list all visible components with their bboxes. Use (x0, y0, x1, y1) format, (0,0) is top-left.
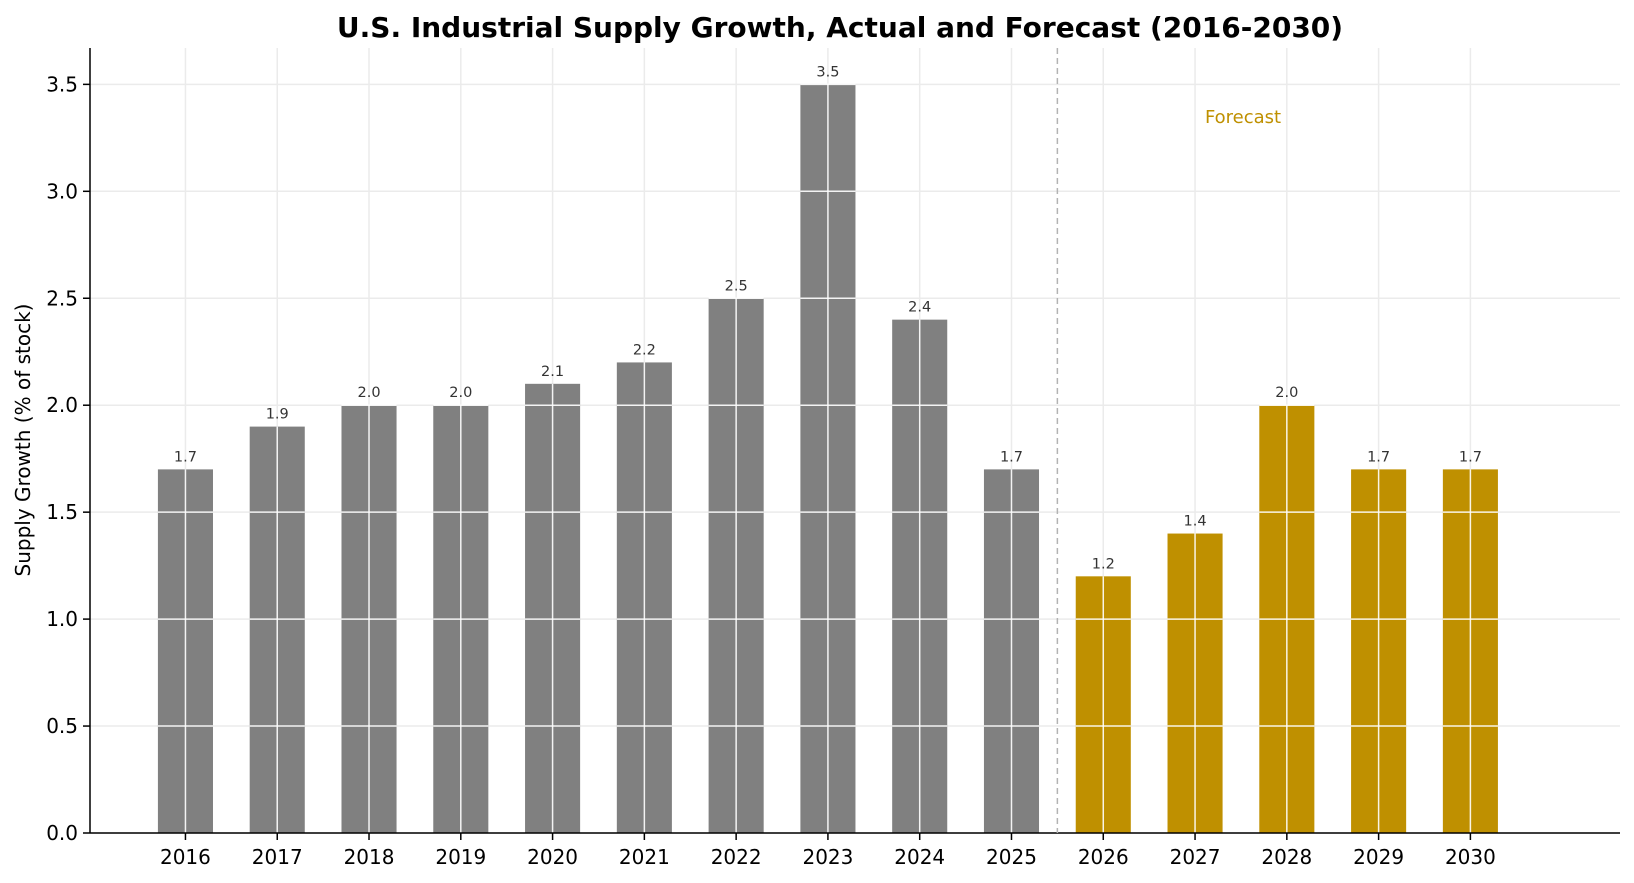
bar-value-label: 2.0 (449, 385, 472, 401)
x-tick-label: 2018 (344, 845, 395, 869)
tick-labels: 0.0 0.5 1.0 1.5 2.0 2.5 3.0 3.5 2016 2017 2018 2019… (46, 72, 1496, 869)
x-tick-label: 2027 (1170, 845, 1221, 869)
axes (89, 48, 1620, 834)
bar-value-label: 2.5 (725, 278, 748, 294)
x-tick-label: 2022 (711, 845, 762, 869)
bar-value-label: 2.4 (908, 300, 931, 316)
y-tick-label: 1.0 (46, 607, 78, 631)
chart-title: U.S. Industrial Supply Growth, Actual an… (337, 11, 1343, 44)
bar-value-label: 3.5 (816, 64, 839, 80)
bar-value-label: 2.0 (357, 385, 380, 401)
bar-value-label: 1.2 (1092, 556, 1115, 572)
y-tick-label: 0.5 (46, 714, 78, 738)
x-tick-label: 2023 (802, 845, 853, 869)
bar-value-label: 1.4 (1184, 514, 1207, 530)
y-tick-label: 3.5 (46, 72, 78, 96)
forecast-annotation: Forecast (1205, 107, 1281, 128)
bar-overlay-gridlines (157, 83, 1498, 833)
x-tick-label: 2017 (252, 845, 303, 869)
bar-value-label: 1.9 (266, 407, 289, 423)
bar-value-label: 2.1 (541, 364, 564, 380)
bar-value-label: 1.7 (174, 449, 197, 465)
bar-value-label: 2.2 (633, 342, 656, 358)
bar-value-label: 1.7 (1367, 449, 1390, 465)
x-tick-label: 2020 (527, 845, 578, 869)
x-tick-label: 2024 (894, 845, 945, 869)
bar-value-label: 2.0 (1275, 385, 1298, 401)
y-tick-label: 0.0 (46, 821, 78, 845)
data-labels: 1.7 1.9 2.0 2.0 2.1 2.2 2.5 3.5 2.4 1.7 1.2 1.4 2.0 1… (174, 64, 1482, 572)
bar-value-label: 1.7 (1459, 449, 1482, 465)
x-tick-label: 2021 (619, 845, 670, 869)
x-tick-label: 2026 (1078, 845, 1129, 869)
y-tick-label: 3.0 (46, 179, 78, 203)
x-tick-label: 2029 (1353, 845, 1404, 869)
x-tick-label: 2028 (1261, 845, 1312, 869)
x-tick-label: 2016 (160, 845, 211, 869)
y-tick-label: 2.0 (46, 393, 78, 417)
y-axis-label: Supply Growth (% of stock) (11, 304, 35, 577)
x-tick-label: 2030 (1445, 845, 1496, 869)
y-tick-label: 2.5 (46, 286, 78, 310)
x-tick-label: 2019 (435, 845, 486, 869)
y-tick-label: 1.5 (46, 500, 78, 524)
bar-value-label: 1.7 (1000, 449, 1023, 465)
x-tick-label: 2025 (986, 845, 1037, 869)
